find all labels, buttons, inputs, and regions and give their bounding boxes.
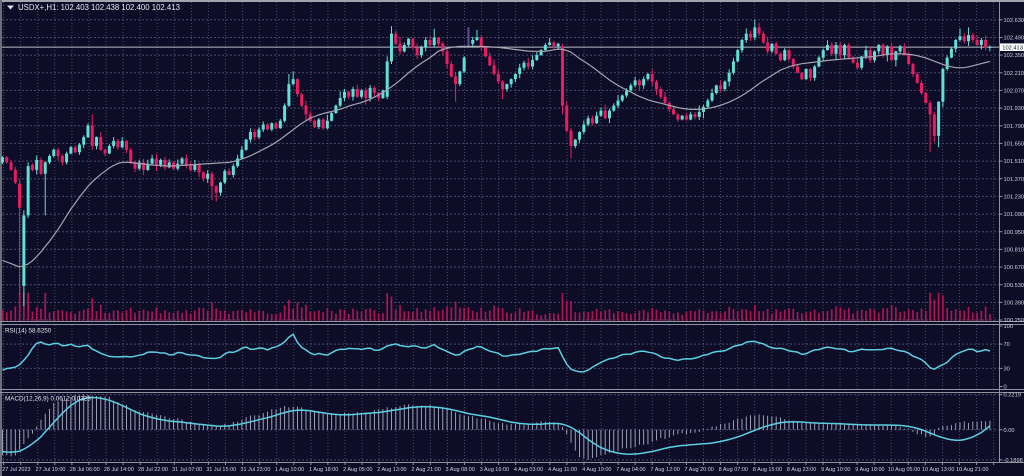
svg-text:31 Jul 07:00: 31 Jul 07:00 <box>172 467 202 473</box>
svg-text:102.070: 102.070 <box>1004 89 1024 95</box>
svg-text:70: 70 <box>1004 342 1010 348</box>
svg-text:8 Aug 23:00: 8 Aug 23:00 <box>787 467 816 473</box>
svg-text:7 Aug 04:00: 7 Aug 04:00 <box>616 467 645 473</box>
svg-text:28 Jul 22:00: 28 Jul 22:00 <box>138 467 168 473</box>
svg-text:1 Aug 10:00: 1 Aug 10:00 <box>275 467 304 473</box>
svg-text:101.370: 101.370 <box>1004 177 1024 183</box>
svg-text:100: 100 <box>1004 324 1014 330</box>
svg-text:2 Aug 13:00: 2 Aug 13:00 <box>377 467 406 473</box>
svg-text:101.230: 101.230 <box>1004 195 1024 201</box>
svg-text:102.210: 102.210 <box>1004 71 1024 77</box>
svg-text:4 Aug 19:00: 4 Aug 19:00 <box>582 467 611 473</box>
svg-text:102.413: 102.413 <box>1002 46 1023 52</box>
svg-text:10 Aug 21:00: 10 Aug 21:00 <box>956 467 988 473</box>
svg-text:100.950: 100.950 <box>1004 230 1024 236</box>
svg-text:USDX+,H1: 102.403 102.438 102.: USDX+,H1: 102.403 102.438 102.400 102.41… <box>18 3 180 12</box>
svg-text:3 Aug 08:00: 3 Aug 08:00 <box>446 467 475 473</box>
svg-text:27 Jul 2023: 27 Jul 2023 <box>2 467 30 473</box>
svg-text:7 Aug 20:00: 7 Aug 20:00 <box>685 467 714 473</box>
svg-text:1 Aug 18:00: 1 Aug 18:00 <box>309 467 338 473</box>
svg-text:102.350: 102.350 <box>1004 53 1024 59</box>
svg-text:31 Jul 15:00: 31 Jul 15:00 <box>206 467 236 473</box>
svg-text:0.00: 0.00 <box>1004 428 1015 434</box>
svg-text:101.090: 101.090 <box>1004 212 1024 218</box>
svg-text:8 Aug 15:00: 8 Aug 15:00 <box>753 467 782 473</box>
svg-text:2 Aug 21:00: 2 Aug 21:00 <box>411 467 440 473</box>
svg-text:100.810: 100.810 <box>1004 248 1024 254</box>
svg-text:10 Aug 05:00: 10 Aug 05:00 <box>888 467 920 473</box>
svg-text:102.630: 102.630 <box>1004 18 1024 24</box>
svg-text:10 Aug 13:00: 10 Aug 13:00 <box>922 467 954 473</box>
svg-text:8 Aug 07:00: 8 Aug 07:00 <box>719 467 748 473</box>
svg-text:RSI(14) 58.6250: RSI(14) 58.6250 <box>5 328 52 335</box>
svg-text:0.2219: 0.2219 <box>1004 393 1021 399</box>
svg-text:100.670: 100.670 <box>1004 265 1024 271</box>
svg-text:100.530: 100.530 <box>1004 283 1024 289</box>
svg-text:102.490: 102.490 <box>1004 36 1024 42</box>
svg-text:-0.1898: -0.1898 <box>1004 458 1023 464</box>
svg-text:100.250: 100.250 <box>1004 318 1024 324</box>
svg-text:0: 0 <box>1004 385 1007 391</box>
svg-text:27 Jul 19:00: 27 Jul 19:00 <box>36 467 66 473</box>
svg-text:2 Aug 05:00: 2 Aug 05:00 <box>343 467 372 473</box>
svg-text:101.790: 101.790 <box>1004 124 1024 130</box>
svg-text:28 Jul 14:00: 28 Jul 14:00 <box>104 467 134 473</box>
svg-text:101.510: 101.510 <box>1004 159 1024 165</box>
svg-text:101.930: 101.930 <box>1004 106 1024 112</box>
svg-text:9 Aug 18:00: 9 Aug 18:00 <box>855 467 884 473</box>
svg-text:7 Aug 12:00: 7 Aug 12:00 <box>650 467 679 473</box>
svg-text:28 Jul 06:00: 28 Jul 06:00 <box>70 467 100 473</box>
svg-text:3 Aug 16:00: 3 Aug 16:00 <box>480 467 509 473</box>
svg-text:4 Aug 03:00: 4 Aug 03:00 <box>514 467 543 473</box>
svg-text:MACD(12,26,9) 0.0612 0.0328: MACD(12,26,9) 0.0612 0.0328 <box>5 396 91 403</box>
svg-text:30: 30 <box>1004 367 1010 373</box>
svg-text:101.650: 101.650 <box>1004 142 1024 148</box>
svg-text:100.390: 100.390 <box>1004 301 1024 307</box>
svg-text:9 Aug 10:00: 9 Aug 10:00 <box>821 467 850 473</box>
svg-text:4 Aug 11:00: 4 Aug 11:00 <box>548 467 577 473</box>
svg-text:31 Jul 23:00: 31 Jul 23:00 <box>240 467 270 473</box>
